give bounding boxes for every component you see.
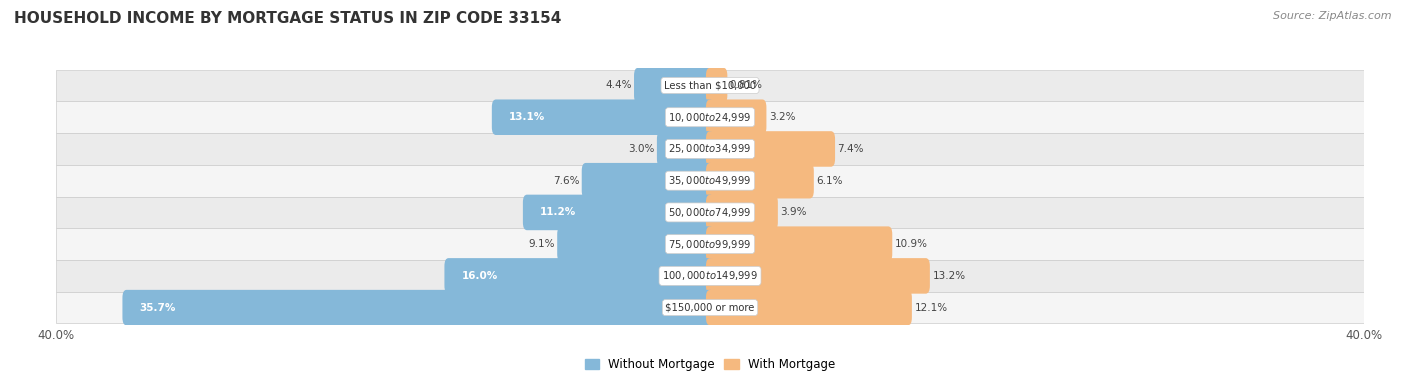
Text: 3.2%: 3.2% <box>769 112 796 122</box>
FancyBboxPatch shape <box>706 99 766 135</box>
Bar <box>56 165 1364 197</box>
FancyBboxPatch shape <box>706 195 778 230</box>
FancyBboxPatch shape <box>706 68 727 103</box>
Text: 11.2%: 11.2% <box>540 208 576 217</box>
Text: $25,000 to $34,999: $25,000 to $34,999 <box>668 143 752 155</box>
Text: 6.1%: 6.1% <box>817 176 842 186</box>
FancyBboxPatch shape <box>706 131 835 167</box>
Bar <box>56 292 1364 324</box>
Text: HOUSEHOLD INCOME BY MORTGAGE STATUS IN ZIP CODE 33154: HOUSEHOLD INCOME BY MORTGAGE STATUS IN Z… <box>14 11 561 26</box>
Text: 35.7%: 35.7% <box>139 303 176 313</box>
Bar <box>56 101 1364 133</box>
Text: 13.1%: 13.1% <box>509 112 546 122</box>
FancyBboxPatch shape <box>122 290 714 325</box>
Text: $50,000 to $74,999: $50,000 to $74,999 <box>668 206 752 219</box>
Text: 9.1%: 9.1% <box>529 239 555 249</box>
Bar <box>56 197 1364 228</box>
Bar <box>56 70 1364 101</box>
FancyBboxPatch shape <box>706 226 893 262</box>
Text: 3.0%: 3.0% <box>628 144 654 154</box>
FancyBboxPatch shape <box>444 258 714 294</box>
Text: $100,000 to $149,999: $100,000 to $149,999 <box>662 270 758 282</box>
Text: 3.9%: 3.9% <box>780 208 807 217</box>
FancyBboxPatch shape <box>492 99 714 135</box>
FancyBboxPatch shape <box>634 68 714 103</box>
Text: Less than $10,000: Less than $10,000 <box>664 81 756 90</box>
Text: 12.1%: 12.1% <box>914 303 948 313</box>
Text: $35,000 to $49,999: $35,000 to $49,999 <box>668 174 752 187</box>
Text: 7.6%: 7.6% <box>553 176 579 186</box>
Bar <box>56 260 1364 292</box>
FancyBboxPatch shape <box>523 195 714 230</box>
Text: 7.4%: 7.4% <box>838 144 865 154</box>
Text: $150,000 or more: $150,000 or more <box>665 303 755 313</box>
Text: 4.4%: 4.4% <box>605 81 631 90</box>
Text: $10,000 to $24,999: $10,000 to $24,999 <box>668 111 752 124</box>
Legend: Without Mortgage, With Mortgage: Without Mortgage, With Mortgage <box>581 353 839 376</box>
Text: Source: ZipAtlas.com: Source: ZipAtlas.com <box>1274 11 1392 21</box>
FancyBboxPatch shape <box>706 290 912 325</box>
FancyBboxPatch shape <box>557 226 714 262</box>
Text: 16.0%: 16.0% <box>461 271 498 281</box>
FancyBboxPatch shape <box>657 131 714 167</box>
Bar <box>56 133 1364 165</box>
FancyBboxPatch shape <box>706 258 929 294</box>
Bar <box>56 228 1364 260</box>
Text: 0.81%: 0.81% <box>730 81 763 90</box>
FancyBboxPatch shape <box>706 163 814 198</box>
Text: 13.2%: 13.2% <box>932 271 966 281</box>
Text: $75,000 to $99,999: $75,000 to $99,999 <box>668 238 752 251</box>
FancyBboxPatch shape <box>582 163 714 198</box>
Text: 10.9%: 10.9% <box>894 239 928 249</box>
